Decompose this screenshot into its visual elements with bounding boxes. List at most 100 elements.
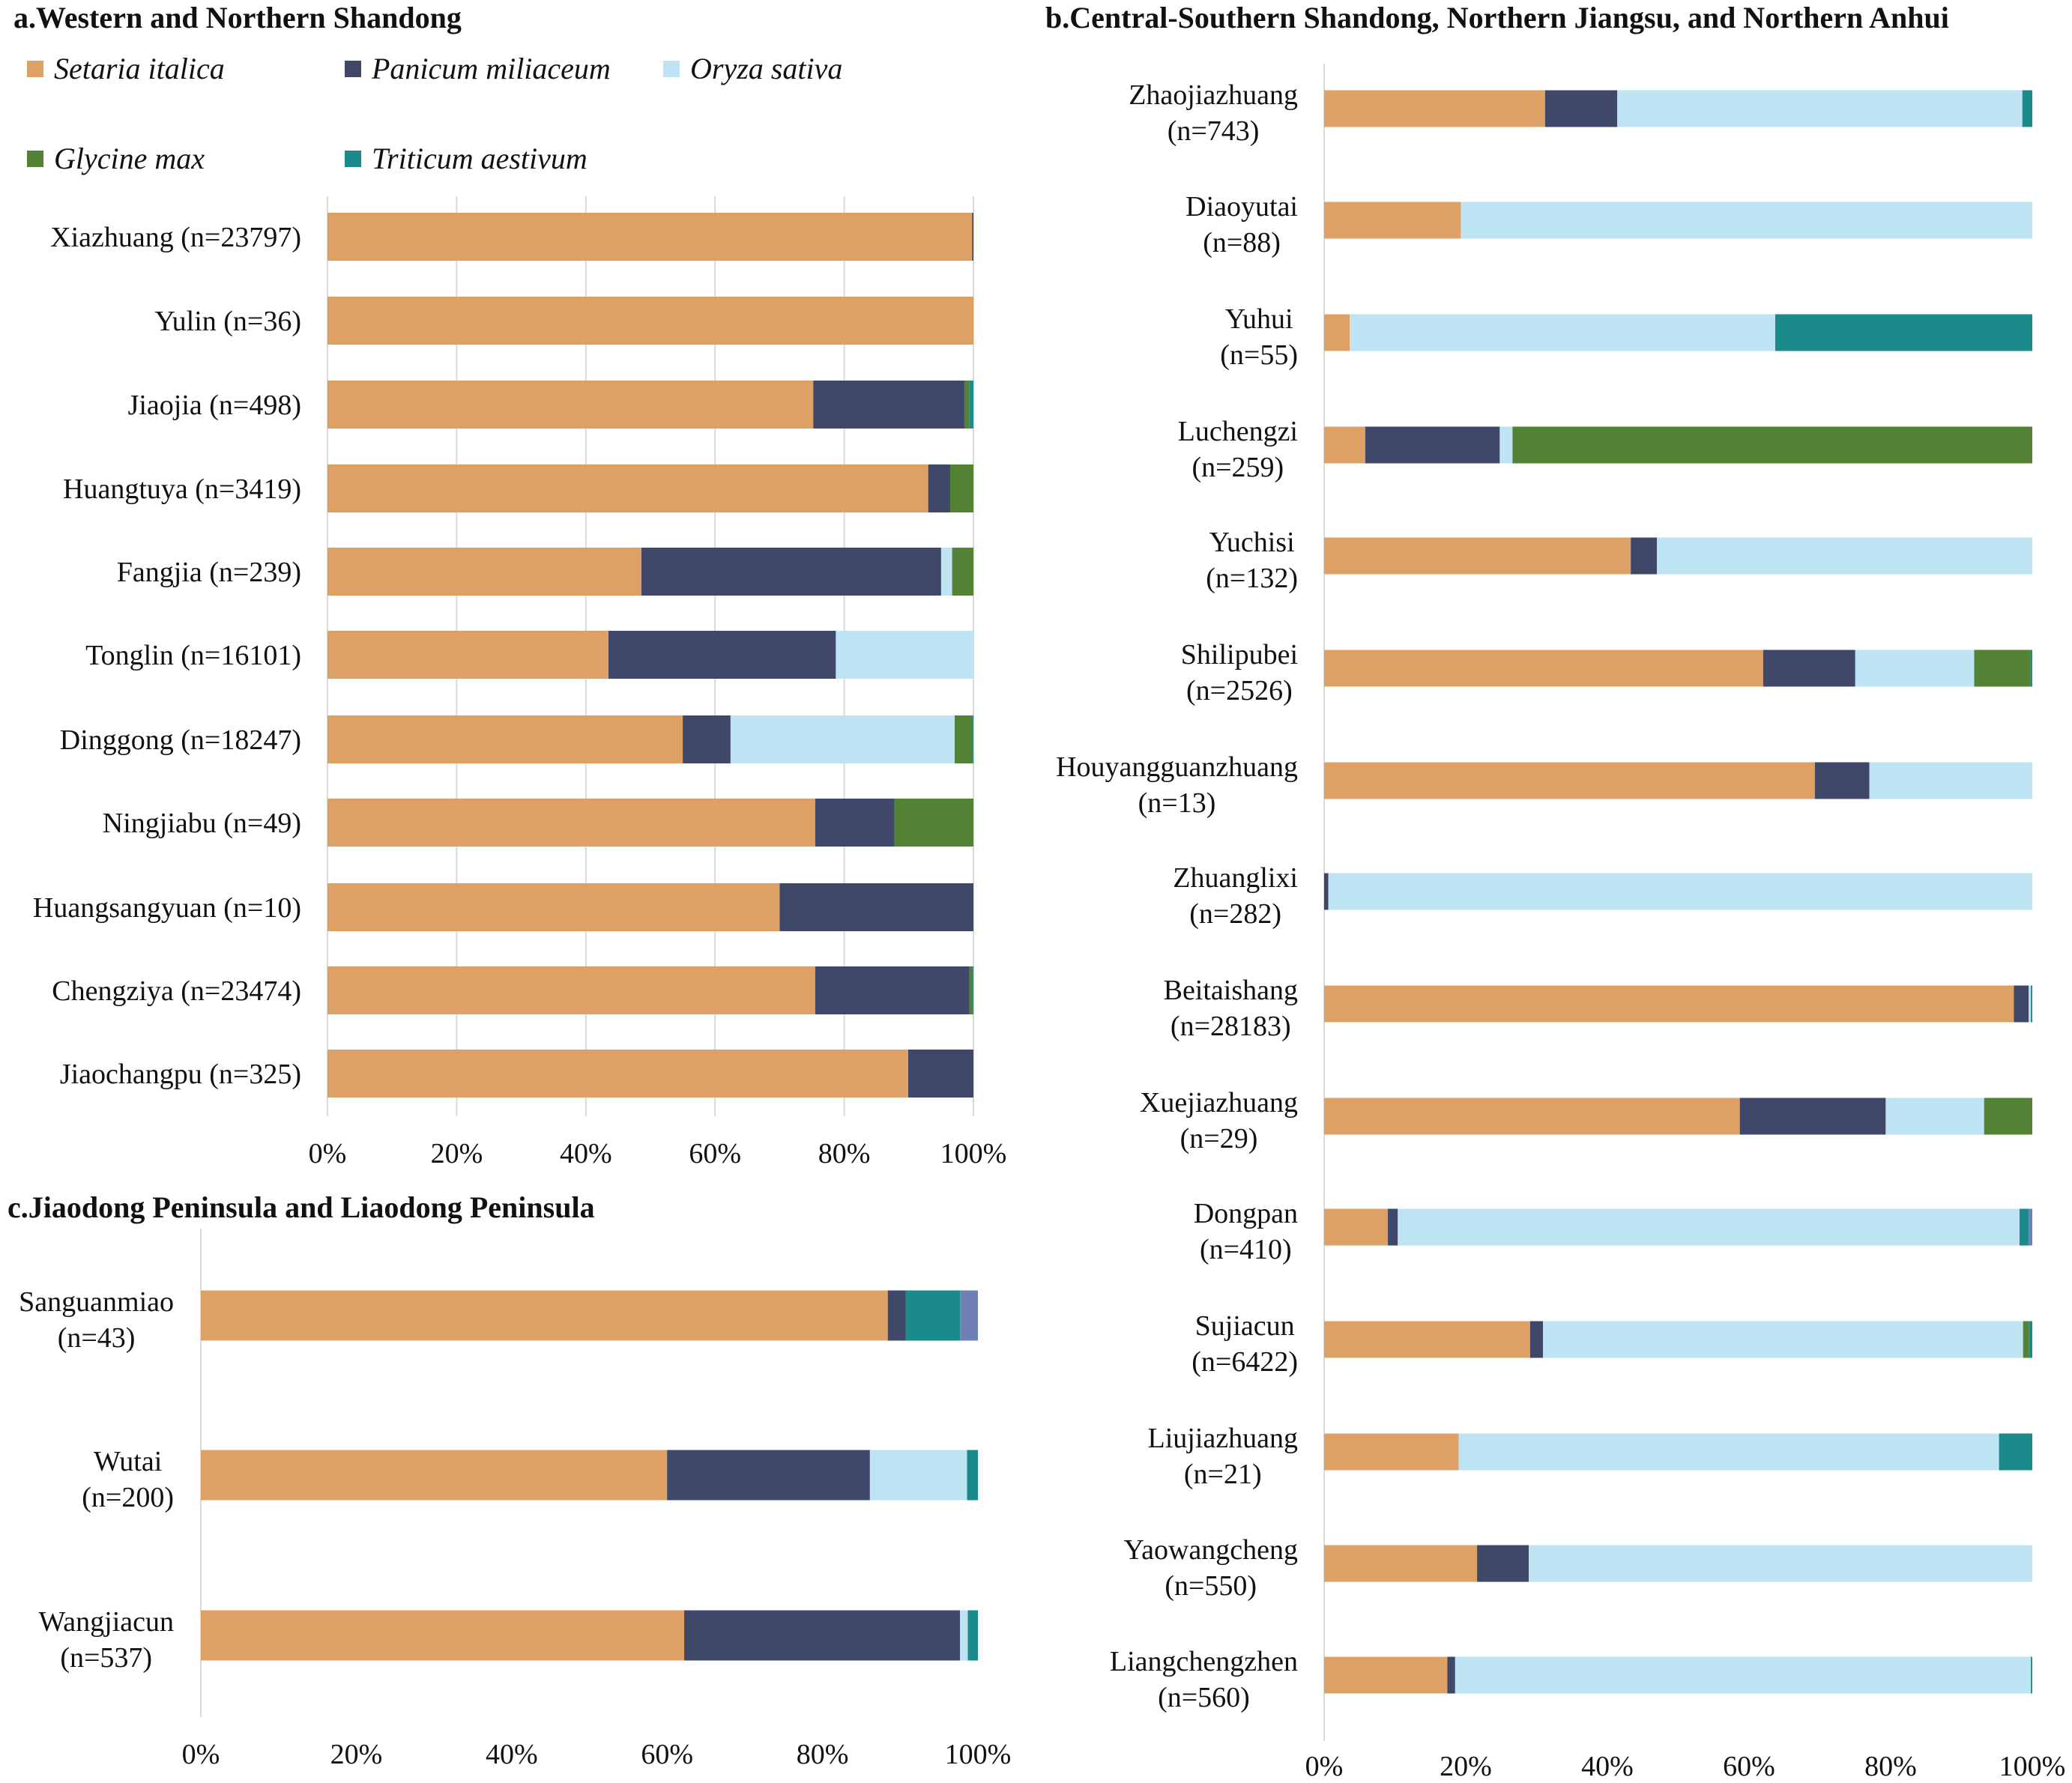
bar-dongpan bbox=[1324, 1208, 2032, 1246]
x-tick-label: 0% bbox=[309, 1138, 347, 1169]
bar-liangchengzhen bbox=[1324, 1656, 2032, 1694]
category-label: Wutai bbox=[94, 1446, 162, 1477]
category-count-label: (n=21) bbox=[1184, 1459, 1262, 1490]
bar-segment-panicum bbox=[815, 799, 895, 847]
category-label: Chengziya (n=23474) bbox=[52, 975, 301, 1007]
legend-label: Glycine max bbox=[54, 142, 205, 175]
bar-segment-oryza bbox=[1455, 1656, 2032, 1694]
bar-segment-panicum bbox=[1447, 1656, 1455, 1694]
bar-zhuanglixi bbox=[1324, 873, 2032, 910]
bar-jiaojia bbox=[327, 381, 973, 429]
bar-segment-setaria bbox=[1324, 537, 1631, 575]
category-label: Zhuanglixi bbox=[1173, 862, 1298, 894]
bar-wutai bbox=[201, 1450, 978, 1501]
x-tick-label: 20% bbox=[330, 1739, 383, 1770]
bar-segment-panicum bbox=[1739, 1098, 1886, 1135]
bar-segment-triticum bbox=[1775, 314, 2032, 351]
category-label: Liujiazhuang bbox=[1148, 1423, 1298, 1454]
panel-c: 0% 20% 40% 60% 80% 100% Sanguanmiao (n=43) Wutai… bbox=[19, 1229, 1011, 1770]
bar-segment-setaria bbox=[1324, 314, 1350, 351]
bar-segment-setaria bbox=[1324, 1208, 1389, 1246]
bar-segment-triticum bbox=[2022, 90, 2032, 127]
x-tick-label: 60% bbox=[641, 1739, 693, 1770]
bar-segment-panicum bbox=[683, 715, 731, 763]
bar-segment-triticum bbox=[905, 1290, 961, 1341]
legend-swatch-triticum bbox=[345, 150, 361, 167]
category-count-label: (n=537) bbox=[60, 1642, 152, 1674]
panel-b: 0% 20% 40% 60% 80% 100% Zhaojiazhuang (n=743) Di… bbox=[1056, 64, 2065, 1782]
bar-segment-setaria bbox=[201, 1450, 668, 1501]
bar-segment-setaria bbox=[327, 548, 641, 596]
category-label: Luchengzi bbox=[1178, 416, 1298, 447]
bar-segment-panicum bbox=[1388, 1208, 1398, 1246]
bar-sanguanmiao bbox=[201, 1290, 978, 1341]
bar-segment-panicum bbox=[2014, 985, 2029, 1023]
bar-segment-glycine bbox=[964, 381, 970, 429]
bar-segment-panicum bbox=[815, 966, 970, 1014]
bar-segment-triticum bbox=[2031, 1656, 2032, 1694]
x-tick-label: 40% bbox=[486, 1739, 538, 1770]
bar-segment-glycine bbox=[952, 548, 973, 596]
bar-segment-setaria bbox=[327, 381, 814, 429]
bar-segment-setaria bbox=[327, 213, 973, 261]
bar-segment-panicum bbox=[1544, 90, 1618, 127]
bar-segment-oryza bbox=[1855, 650, 1975, 687]
bar-segment-panicum bbox=[684, 1610, 961, 1661]
x-tick-label: 80% bbox=[1864, 1751, 1917, 1782]
panel-a: 0% 20% 40% 60% 80% 100% Xiazhuang (n=23797) Yul… bbox=[33, 196, 1006, 1169]
category-count-label: (n=550) bbox=[1165, 1570, 1257, 1602]
legend-item-triticum: Triticum aestivum bbox=[345, 141, 588, 176]
x-tick-label: 20% bbox=[431, 1138, 483, 1169]
bar-segment-setaria bbox=[1324, 1545, 1478, 1582]
bar-segment-glycine bbox=[1984, 1098, 2032, 1135]
bar-segment-panicum bbox=[779, 883, 973, 931]
bar-shilipubei bbox=[1324, 650, 2032, 687]
bar-segment-oryza bbox=[869, 1450, 967, 1501]
bar-segment-oryza bbox=[1461, 202, 2032, 239]
category-label: Jiaochangpu (n=325) bbox=[60, 1059, 301, 1090]
bar-segment-setaria bbox=[1324, 1321, 1530, 1358]
bar-segment-triticum bbox=[2031, 985, 2032, 1023]
bar-jiaochangpu bbox=[327, 1050, 973, 1098]
category-label: Yuchisi bbox=[1209, 527, 1295, 558]
bar-segment-panicum bbox=[1814, 762, 1870, 799]
category-label: Shilipubei bbox=[1181, 639, 1298, 670]
bar-segment-triticum bbox=[969, 381, 973, 429]
legend-item-glycine: Glycine max bbox=[27, 141, 205, 176]
bar-segment-panicum bbox=[887, 1290, 906, 1341]
bar-segment-panicum bbox=[608, 631, 836, 679]
bar-segment-panicum bbox=[928, 464, 950, 512]
bar-segment-panicum bbox=[813, 381, 964, 429]
category-count-label: (n=55) bbox=[1220, 339, 1298, 371]
bar-segment-panicum bbox=[1763, 650, 1855, 687]
panel-c-title: c.Jiaodong Peninsula and Liaodong Penins… bbox=[7, 1190, 595, 1224]
bar-diaoyutai bbox=[1324, 202, 2032, 239]
bar-segment-setaria bbox=[1324, 985, 2014, 1023]
bar-segment-setaria bbox=[327, 799, 815, 847]
bar-fangjia bbox=[327, 548, 973, 596]
category-count-label: (n=29) bbox=[1180, 1123, 1258, 1154]
category-count-label: (n=2526) bbox=[1186, 675, 1293, 706]
bar-segment-setaria bbox=[327, 966, 815, 1014]
legend-label: Oryza sativa bbox=[690, 52, 843, 85]
bar-luchengzi bbox=[1324, 426, 2032, 464]
category-count-label: (n=43) bbox=[58, 1322, 136, 1354]
x-tick-label: 40% bbox=[560, 1138, 612, 1169]
bar-segment-setaria bbox=[1324, 762, 1815, 799]
bar-wangjiacun bbox=[201, 1610, 978, 1661]
category-count-label: (n=28183) bbox=[1171, 1011, 1291, 1042]
bar-segment-setaria bbox=[1324, 1656, 1448, 1694]
category-label: Sanguanmiao bbox=[19, 1286, 174, 1318]
bar-sujiacun bbox=[1324, 1321, 2032, 1358]
category-label: Huangsangyuan (n=10) bbox=[33, 892, 301, 924]
bar-segment-panicum bbox=[907, 1050, 973, 1098]
x-tick-label: 60% bbox=[689, 1138, 741, 1169]
category-label: Tonglin (n=16101) bbox=[85, 640, 301, 671]
category-count-label: (n=6422) bbox=[1191, 1346, 1298, 1378]
bar-segment-oryza bbox=[1543, 1321, 2023, 1358]
bar-segment-setaria bbox=[201, 1610, 685, 1661]
bar-chengziya bbox=[327, 966, 974, 1014]
bar-segment-panicum bbox=[1324, 873, 1329, 910]
category-count-label: (n=560) bbox=[1158, 1682, 1250, 1713]
